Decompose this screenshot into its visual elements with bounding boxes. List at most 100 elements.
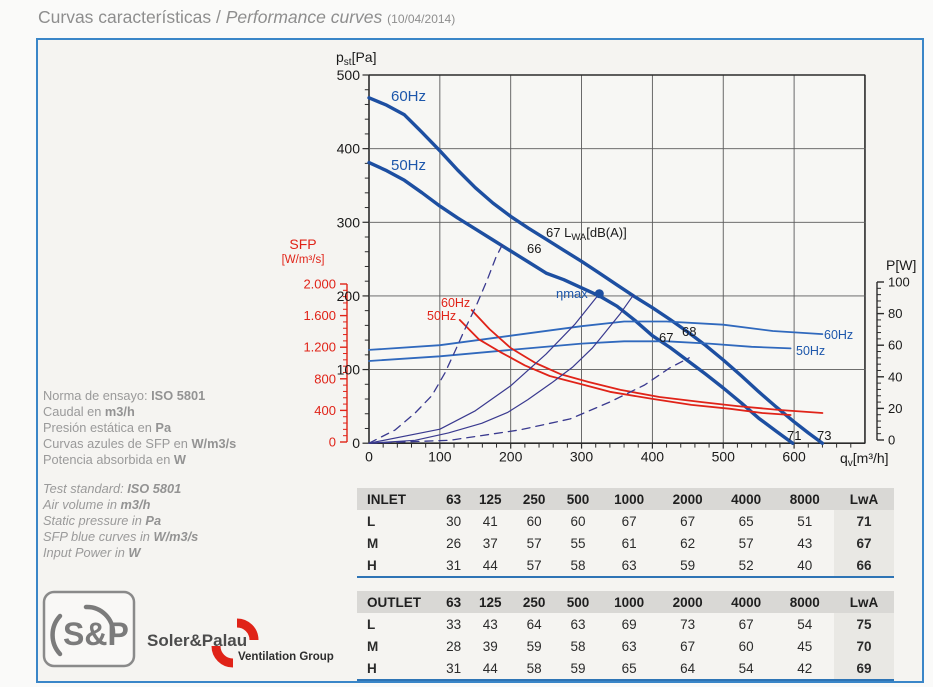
- logo-arc-right: [83, 604, 116, 637]
- sfp-tick-label: 1.600: [303, 308, 336, 323]
- info-text-bold: m3/h: [104, 404, 135, 419]
- info-text: SFP blue curves in: [43, 529, 154, 544]
- y-tick-label: 500: [337, 67, 361, 83]
- info-text: Norma de ensayo:: [43, 388, 152, 403]
- inlet-cell: 67: [621, 513, 637, 529]
- sfp-tick-label: 400: [314, 403, 336, 418]
- title-en: Performance curves: [225, 7, 388, 27]
- outlet-cell: H: [367, 660, 377, 676]
- outlet-header-cell: 500: [556, 591, 600, 613]
- outlet-cell: L: [367, 616, 376, 632]
- p-tick-label: 0: [888, 433, 895, 448]
- outlet-cell: 75: [834, 613, 894, 635]
- inlet-cell: M: [367, 535, 379, 551]
- outlet-cell: 59: [526, 638, 542, 654]
- y-tick-label: 300: [337, 214, 361, 230]
- info-text: Input Power in: [43, 545, 129, 560]
- outlet-cell: M: [367, 638, 379, 654]
- inlet-sound-table: INLET 63 125 250 500 1000 2000 4000 8000 LwA L 30 41…: [357, 488, 894, 578]
- info-text-bold: W/m3/s: [191, 436, 237, 451]
- outlet-cell: 69: [834, 657, 894, 679]
- inlet-cell: 71: [834, 510, 894, 532]
- outlet-cell: 39: [482, 638, 498, 654]
- info-text-bold: W: [173, 452, 186, 467]
- power-axis-title: P[W]: [886, 257, 916, 273]
- swoosh-upper-icon: [236, 618, 259, 641]
- lwa-66-label: 66: [527, 241, 541, 256]
- outlet-cell: 31: [446, 660, 462, 676]
- pressure-60hz-label: 60Hz: [391, 88, 426, 105]
- outlet-row: L 33 43 64 63 69 73 67 54 75: [357, 613, 894, 635]
- outlet-row: H 31 44 58 59 65 64 54 42 69: [357, 657, 894, 679]
- info-text: Test standard:: [43, 481, 128, 496]
- outlet-cell: 70: [834, 635, 894, 657]
- inlet-cell: 65: [738, 513, 754, 529]
- brand-group: Ventilation Group: [238, 651, 334, 663]
- lwa-71-label: 71: [787, 428, 801, 443]
- x-tick-label: 100: [428, 449, 452, 465]
- y-tick-label: 400: [337, 141, 361, 157]
- info-es-line: Norma de ensayo: ISO 5801: [43, 388, 236, 404]
- sfp-tick-label: 0: [329, 435, 336, 450]
- outlet-cell: 63: [570, 616, 586, 632]
- pressure-50hz-label: 50Hz: [391, 157, 426, 174]
- outlet-header-cell: 8000: [775, 591, 834, 613]
- p-tick-label: 20: [888, 401, 902, 416]
- eta-max-label: ηmax: [556, 286, 588, 301]
- x-tick-label: 600: [782, 449, 806, 465]
- inlet-cell: H: [367, 557, 377, 573]
- axis-tick-labels: 0 100 200 300 400 500 60050040030020010002.000…: [303, 67, 909, 465]
- curve-power_60Hz: [368, 320, 824, 351]
- x-tick-label: 0: [365, 449, 373, 465]
- inlet-cell: 63: [621, 557, 637, 573]
- y-tick-label: 0: [352, 435, 360, 451]
- info-es-line: Presión estática en Pa: [43, 420, 236, 436]
- inlet-row: H 31 44 57 58 63 59 52 40 66: [357, 554, 894, 576]
- page-title: Curvas características / Performance cur…: [38, 7, 455, 28]
- outlet-cell: 65: [621, 660, 637, 676]
- x-tick-label: 300: [570, 449, 594, 465]
- info-text: Curvas azules de SFP en: [43, 436, 192, 451]
- outlet-cell: 60: [738, 638, 754, 654]
- outlet-cell: 67: [680, 638, 696, 654]
- outlet-cell: 45: [797, 638, 813, 654]
- swoosh-lower-icon: [211, 645, 234, 668]
- sfp-tick-label: 2.000: [303, 277, 336, 292]
- x-tick-label: 200: [499, 449, 523, 465]
- brand-logo: S&P Soler&Palau Ventilation Group: [42, 590, 334, 668]
- lwa-67-label: 67: [659, 330, 673, 345]
- inlet-cell: 61: [621, 535, 637, 551]
- outlet-cell: 64: [680, 660, 696, 676]
- curve-system_dashed_B: [368, 357, 690, 444]
- info-text-bold: m3/h: [120, 497, 151, 512]
- inlet-header-cell: 1000: [599, 488, 659, 510]
- sfp-60hz-label: 60Hz: [441, 296, 470, 310]
- info-text: Potencia absorbida en: [43, 452, 174, 467]
- info-text: Caudal en: [43, 404, 105, 419]
- inlet-cell: 41: [482, 513, 498, 529]
- inlet-cell: 55: [570, 535, 586, 551]
- info-text: Presión estática en: [43, 420, 156, 435]
- lwa-73-label: 73: [817, 428, 831, 443]
- inlet-cell: 62: [680, 535, 696, 551]
- x-tick-label: 500: [712, 449, 736, 465]
- inlet-header-cell: 125: [468, 488, 513, 510]
- inlet-header-cell: INLET: [357, 488, 439, 510]
- info-english: Test standard: ISO 5801 Air volume in m3/…: [43, 481, 198, 561]
- curve-system_thin_C: [368, 294, 634, 444]
- axis-ticks: [340, 74, 884, 449]
- inlet-cell: 59: [680, 557, 696, 573]
- outlet-header-cell: 1000: [599, 591, 659, 613]
- curve-power_50Hz: [368, 340, 792, 362]
- inlet-cell: 26: [446, 535, 462, 551]
- curve-system_dashed_A: [368, 242, 504, 444]
- outlet-header-cell: 63: [439, 591, 469, 613]
- info-text-bold: Pa: [155, 420, 172, 435]
- info-en-line: Air volume in m3/h: [43, 497, 198, 513]
- outlet-sound-table: OUTLET 63 125 250 500 1000 2000 4000 8000 LwA L 33 4…: [357, 591, 894, 681]
- inlet-cell: 40: [797, 557, 813, 573]
- outlet-cell: 58: [526, 660, 542, 676]
- info-text: Air volume in: [43, 497, 121, 512]
- brand-name: Soler&Palau: [147, 631, 247, 650]
